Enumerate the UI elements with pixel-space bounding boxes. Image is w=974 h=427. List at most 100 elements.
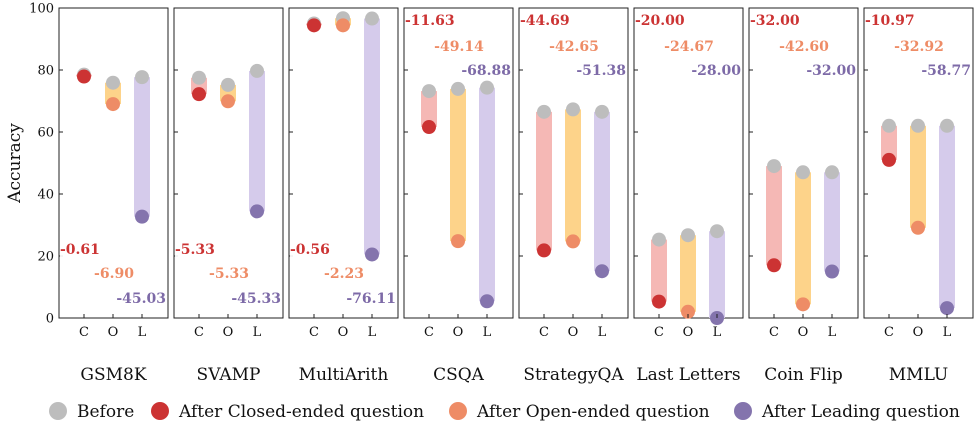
dataset-name: SVAMP	[197, 365, 261, 385]
drop-label-bg	[635, 12, 691, 29]
drop-label-bg	[205, 265, 253, 282]
drop-label-bg	[431, 38, 487, 55]
drop-label: -49.14	[434, 39, 484, 55]
y-axis: Accuracy 0 20 40 60 80 100	[5, 2, 54, 327]
after-point	[480, 294, 494, 309]
drop-label-bg	[800, 62, 856, 79]
legend-item: After Closed-ended question	[151, 402, 424, 422]
legend-item: After Open-ended question	[449, 402, 710, 422]
panel-multiarith: C O L -0.56 -2.23 -76.11 MultiArith	[288, 7, 399, 385]
panel-mmlu: C O L -10.97 -32.92 -58.77 MMLU	[863, 7, 974, 385]
after-point	[825, 264, 839, 279]
panel-csqa: C O L -11.63 -49.14 -68.88 CSQA	[403, 7, 514, 385]
drop-label: -44.69	[520, 13, 570, 29]
drop-label: -68.88	[461, 63, 511, 79]
range-bar	[651, 239, 667, 302]
x-tick-label: C	[194, 325, 204, 340]
x-tick-label: C	[309, 325, 319, 340]
x-tick-label: L	[598, 325, 607, 340]
after-point	[882, 152, 896, 167]
x-tick-label: O	[798, 325, 809, 340]
legend-item: After Leading question	[734, 402, 960, 422]
panel-svamp: C O L -5.33 -5.33 -45.33 SVAMP	[173, 7, 284, 385]
x-tick-label: L	[943, 325, 952, 340]
drop-label: -58.77	[921, 63, 971, 79]
x-tick-label: O	[453, 325, 464, 340]
drop-label-bg	[776, 38, 832, 55]
drop-label-bg	[915, 62, 971, 79]
x-tick-label: O	[223, 325, 234, 340]
range-bar	[795, 172, 811, 305]
drop-label: -32.00	[750, 13, 800, 29]
after-point	[537, 243, 551, 258]
x-tick-label: O	[568, 325, 579, 340]
x-tick-label: L	[483, 325, 492, 340]
before-point	[595, 104, 609, 119]
x-tick-label: L	[713, 325, 722, 340]
dataset-name: Coin Flip	[764, 365, 843, 385]
drop-label: -2.23	[324, 266, 364, 282]
before-point	[250, 63, 264, 78]
after-point	[595, 264, 609, 279]
drop-label: -42.65	[549, 39, 599, 55]
after-point	[767, 258, 781, 273]
panel-gsm8k: C O L -0.61 -6.90 -45.03 GSM8K	[58, 7, 169, 385]
drop-label-bg	[290, 241, 337, 258]
legend-label: After Closed-ended question	[178, 402, 424, 422]
range-bar	[824, 172, 840, 272]
before-point	[451, 81, 465, 96]
drop-label-bg	[865, 12, 921, 29]
dataset-name: Last Letters	[636, 365, 740, 385]
drop-label: -5.33	[175, 242, 215, 258]
y-tick-label: 100	[29, 2, 54, 17]
range-bar	[680, 235, 696, 312]
x-tick-label: O	[108, 325, 119, 340]
drop-label: -28.00	[691, 63, 741, 79]
before-point	[192, 70, 206, 85]
drop-label: -0.61	[60, 242, 100, 258]
after-point	[796, 297, 810, 312]
drop-label-bg	[110, 290, 166, 307]
drop-label: -45.33	[231, 291, 281, 307]
range-bar	[881, 125, 897, 160]
dataset-name: CSQA	[433, 365, 485, 385]
range-bar	[536, 111, 552, 251]
legend-swatch	[734, 402, 752, 420]
after-point	[77, 69, 91, 84]
drop-label: -32.92	[894, 39, 944, 55]
drop-label: -42.60	[779, 39, 829, 55]
legend-swatch	[151, 402, 169, 420]
before-point	[365, 11, 379, 26]
x-tick-label: C	[539, 325, 549, 340]
drop-label-bg	[340, 290, 396, 307]
after-point	[566, 234, 580, 249]
panel-last-letters: C O L -20.00 -24.67 -28.00 Last Letters	[633, 7, 744, 385]
y-tick-label: 60	[37, 126, 54, 141]
range-bar	[134, 77, 150, 217]
after-point	[336, 18, 350, 33]
legend-item: Before	[49, 402, 134, 422]
dataset-name: GSM8K	[80, 365, 146, 385]
drop-label-bg	[225, 290, 281, 307]
x-tick-label: O	[913, 325, 924, 340]
drop-label-bg	[685, 62, 741, 79]
drop-label: -45.03	[116, 291, 166, 307]
dataset-name: MMLU	[889, 365, 949, 385]
drop-label-bg	[570, 62, 626, 79]
drop-label-bg	[320, 265, 368, 282]
before-point	[911, 118, 925, 133]
drop-label: -51.38	[576, 63, 626, 79]
range-bar	[594, 111, 610, 272]
range-bar	[450, 88, 466, 242]
dataset-name: StrategyQA	[523, 365, 624, 385]
drop-label-bg	[60, 241, 107, 258]
y-tick-label: 80	[37, 64, 54, 79]
range-bar	[939, 125, 955, 309]
panel-strategyqa: C O L -44.69 -42.65 -51.38 StrategyQA	[518, 7, 629, 385]
range-bar	[565, 109, 581, 242]
range-bar	[766, 166, 782, 266]
before-point	[796, 165, 810, 180]
before-point	[882, 118, 896, 133]
legend-label: After Leading question	[761, 402, 960, 422]
